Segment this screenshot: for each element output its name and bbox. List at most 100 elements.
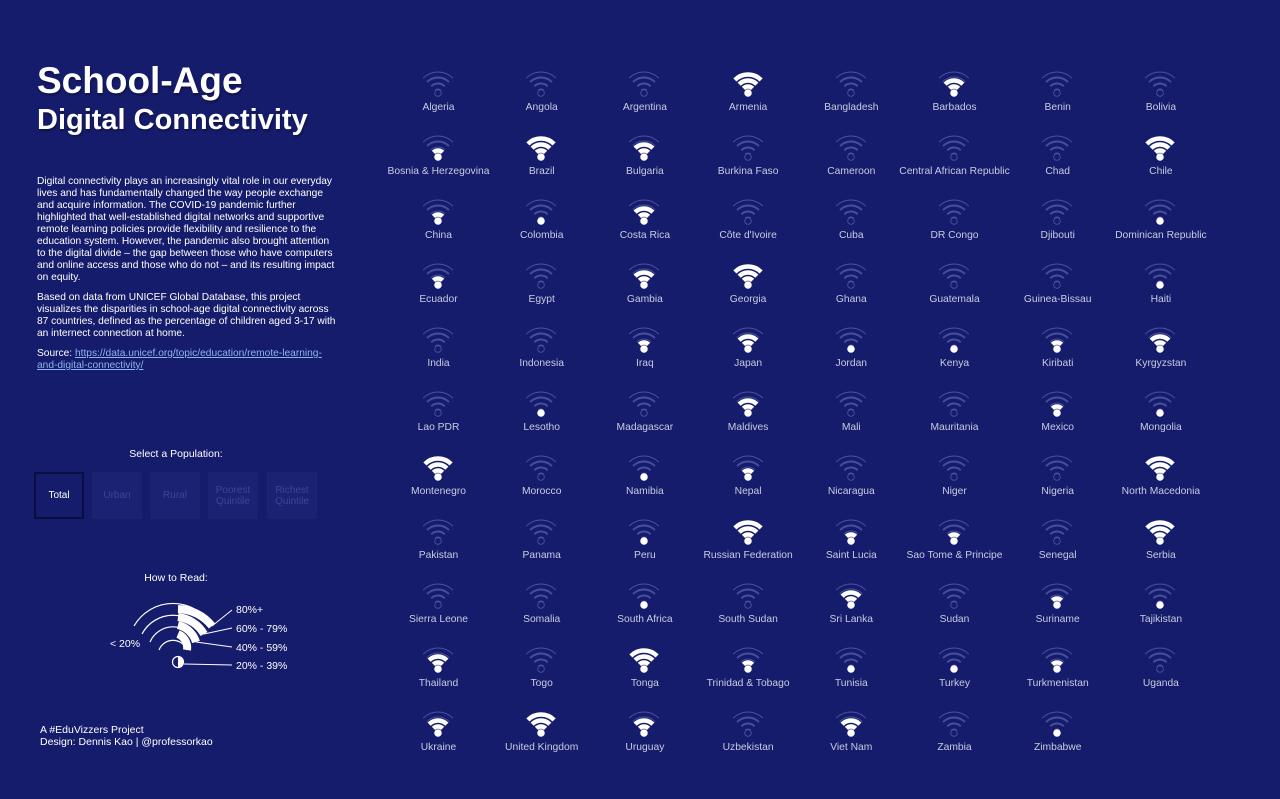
wifi-icon [938, 583, 970, 609]
country-cell: Bangladesh [800, 58, 903, 122]
country-label: Bosnia & Herzegovina [387, 166, 490, 177]
intro-paragraph-1: Digital connectivity plays an increasing… [37, 176, 335, 283]
wifi-dot [950, 537, 958, 545]
country-label: India [427, 358, 450, 369]
wifi-dot [640, 281, 649, 289]
wifi-dot [434, 729, 442, 737]
wifi-icon [732, 199, 763, 225]
population-poorest-button[interactable]: Poorest Quintile [208, 472, 258, 519]
wifi-dot [743, 665, 752, 673]
country-label: Brazil [528, 166, 555, 177]
country-label: Chile [1149, 166, 1173, 177]
country-cell: Nigeria [1006, 442, 1109, 506]
wifi-dot [434, 601, 442, 609]
wifi-dot [743, 89, 752, 97]
wifi-icon [938, 519, 970, 545]
country-cell: Gambia [593, 250, 696, 314]
wifi-dot [743, 729, 752, 737]
country-cell: Mauritania [903, 378, 1006, 442]
wifi-dot [743, 217, 752, 225]
wifi-dot [537, 89, 545, 97]
wifi-dot [743, 281, 752, 289]
country-cell: Ghana [800, 250, 903, 314]
country-label: Montenegro [411, 486, 466, 497]
population-richest-button[interactable]: Richest Quintile [267, 472, 317, 519]
wifi-bar [1154, 148, 1167, 155]
country-cell: Serbia [1109, 506, 1212, 570]
wifi-dot [434, 345, 442, 353]
wifi-icon [1042, 71, 1073, 97]
legend-arc-3-half [177, 613, 208, 637]
wifi-bar [1149, 142, 1171, 150]
country-cell: Brazil [490, 122, 593, 186]
wifi-bar [1050, 660, 1064, 667]
wifi-icon [732, 455, 763, 481]
country-label: Peru [634, 550, 656, 561]
country-cell: Costa Rica [593, 186, 696, 250]
wifi-bar [840, 590, 862, 598]
country-cell: Central African Republic [899, 122, 1010, 186]
wifi-bar [431, 148, 445, 155]
wifi-icon [1145, 520, 1176, 545]
legend-dot-half [178, 656, 184, 668]
wifi-dot [434, 217, 442, 225]
population-urban-button[interactable]: Urban [92, 472, 142, 519]
wifi-bar [638, 212, 651, 219]
wifi-bar [737, 334, 759, 342]
wifi-bar [741, 532, 754, 539]
country-cell: Jordan [800, 314, 903, 378]
wifi-icon [1042, 263, 1073, 289]
wifi-dot [434, 281, 442, 289]
wifi-dot [743, 537, 752, 545]
country-label: Guinea-Bissau [1023, 294, 1092, 305]
country-label: Uganda [1142, 678, 1179, 689]
country-label: Armenia [728, 102, 768, 113]
country-label: Nicaragua [827, 486, 875, 497]
country-cell: Ecuador [387, 250, 490, 314]
country-cell: Montenegro [387, 442, 490, 506]
wifi-icon [1145, 647, 1176, 673]
country-cell: Tajikistan [1109, 570, 1212, 634]
country-cell: Tunisia [800, 634, 903, 698]
wifi-dot [847, 409, 855, 417]
wifi-bar [633, 718, 655, 726]
country-label: Mauritania [930, 422, 979, 433]
country-cell: South Africa [593, 570, 696, 634]
legend-arc-1-half [176, 630, 192, 651]
wifi-bar [844, 532, 857, 539]
wifi-icon [526, 263, 557, 289]
wifi-dot [1156, 345, 1165, 353]
population-rural-button[interactable]: Rural [150, 472, 200, 519]
country-cell: Zambia [903, 698, 1006, 762]
wifi-icon [938, 647, 970, 673]
population-total-button[interactable]: Total [34, 472, 84, 519]
country-cell: Lao PDR [387, 378, 490, 442]
page-subtitle: Digital Connectivity [37, 104, 308, 136]
country-label: Suriname [1035, 614, 1080, 625]
wifi-bar [431, 468, 445, 475]
wifi-bar [431, 212, 445, 219]
country-label: Nepal [734, 486, 762, 497]
wifi-bar [1149, 334, 1171, 342]
country-label: Zambia [937, 742, 972, 753]
wifi-dot [537, 217, 545, 225]
wifi-bar [629, 648, 660, 658]
wifi-icon [835, 327, 866, 353]
wifi-bar [1145, 136, 1176, 146]
country-label: Trinidad & Tobago [706, 678, 790, 689]
wifi-icon [1042, 647, 1073, 673]
wifi-icon [526, 136, 556, 161]
wifi-bar [741, 468, 754, 475]
wifi-dot [1053, 217, 1061, 225]
wifi-dot [950, 473, 958, 481]
country-label: Guatemala [929, 294, 980, 305]
wifi-dot [950, 345, 958, 353]
wifi-bar [427, 654, 449, 662]
wifi-dot [537, 281, 545, 289]
wifi-icon [422, 391, 454, 417]
source-link[interactable]: https://data.unicef.org/topic/education/… [37, 348, 322, 371]
country-label: Colombia [519, 230, 564, 241]
wifi-bar [737, 526, 759, 534]
wifi-dot [640, 345, 649, 353]
country-label: Bulgaria [626, 166, 664, 177]
